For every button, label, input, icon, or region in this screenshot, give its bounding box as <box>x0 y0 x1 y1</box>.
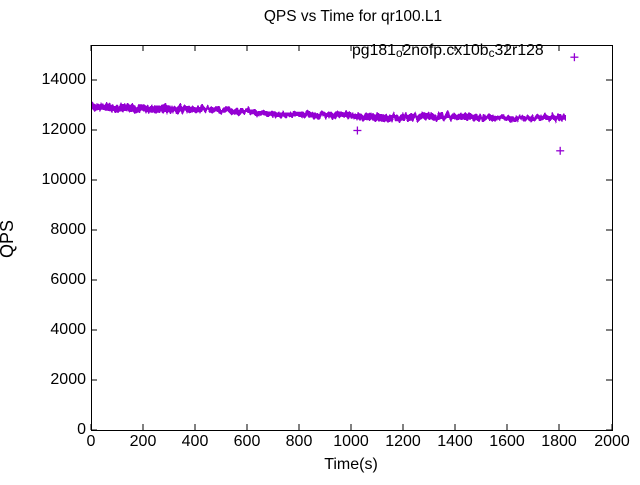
svg-text:14000: 14000 <box>42 71 87 88</box>
svg-text:QPS vs Time for qr100.L1: QPS vs Time for qr100.L1 <box>264 8 442 25</box>
svg-text:0: 0 <box>77 421 86 438</box>
svg-text:2000: 2000 <box>50 371 86 388</box>
svg-text:1000: 1000 <box>333 433 369 450</box>
svg-text:QPS: QPS <box>0 220 17 258</box>
svg-text:200: 200 <box>130 433 157 450</box>
svg-text:400: 400 <box>182 433 209 450</box>
svg-text:10000: 10000 <box>42 171 87 188</box>
svg-text:8000: 8000 <box>50 221 86 238</box>
svg-text:600: 600 <box>234 433 261 450</box>
svg-text:800: 800 <box>286 433 313 450</box>
svg-text:12000: 12000 <box>42 121 87 138</box>
svg-text:2000: 2000 <box>594 433 630 450</box>
svg-text:6000: 6000 <box>50 271 86 288</box>
svg-text:Time(s): Time(s) <box>324 456 378 473</box>
svg-text:pg181o2nofp.cx10bc32r128: pg181o2nofp.cx10bc32r128 <box>352 42 544 60</box>
svg-text:1200: 1200 <box>385 433 421 450</box>
svg-text:1400: 1400 <box>437 433 473 450</box>
svg-text:0: 0 <box>87 433 96 450</box>
svg-text:4000: 4000 <box>50 321 86 338</box>
svg-text:1800: 1800 <box>541 433 577 450</box>
svg-text:1600: 1600 <box>489 433 525 450</box>
